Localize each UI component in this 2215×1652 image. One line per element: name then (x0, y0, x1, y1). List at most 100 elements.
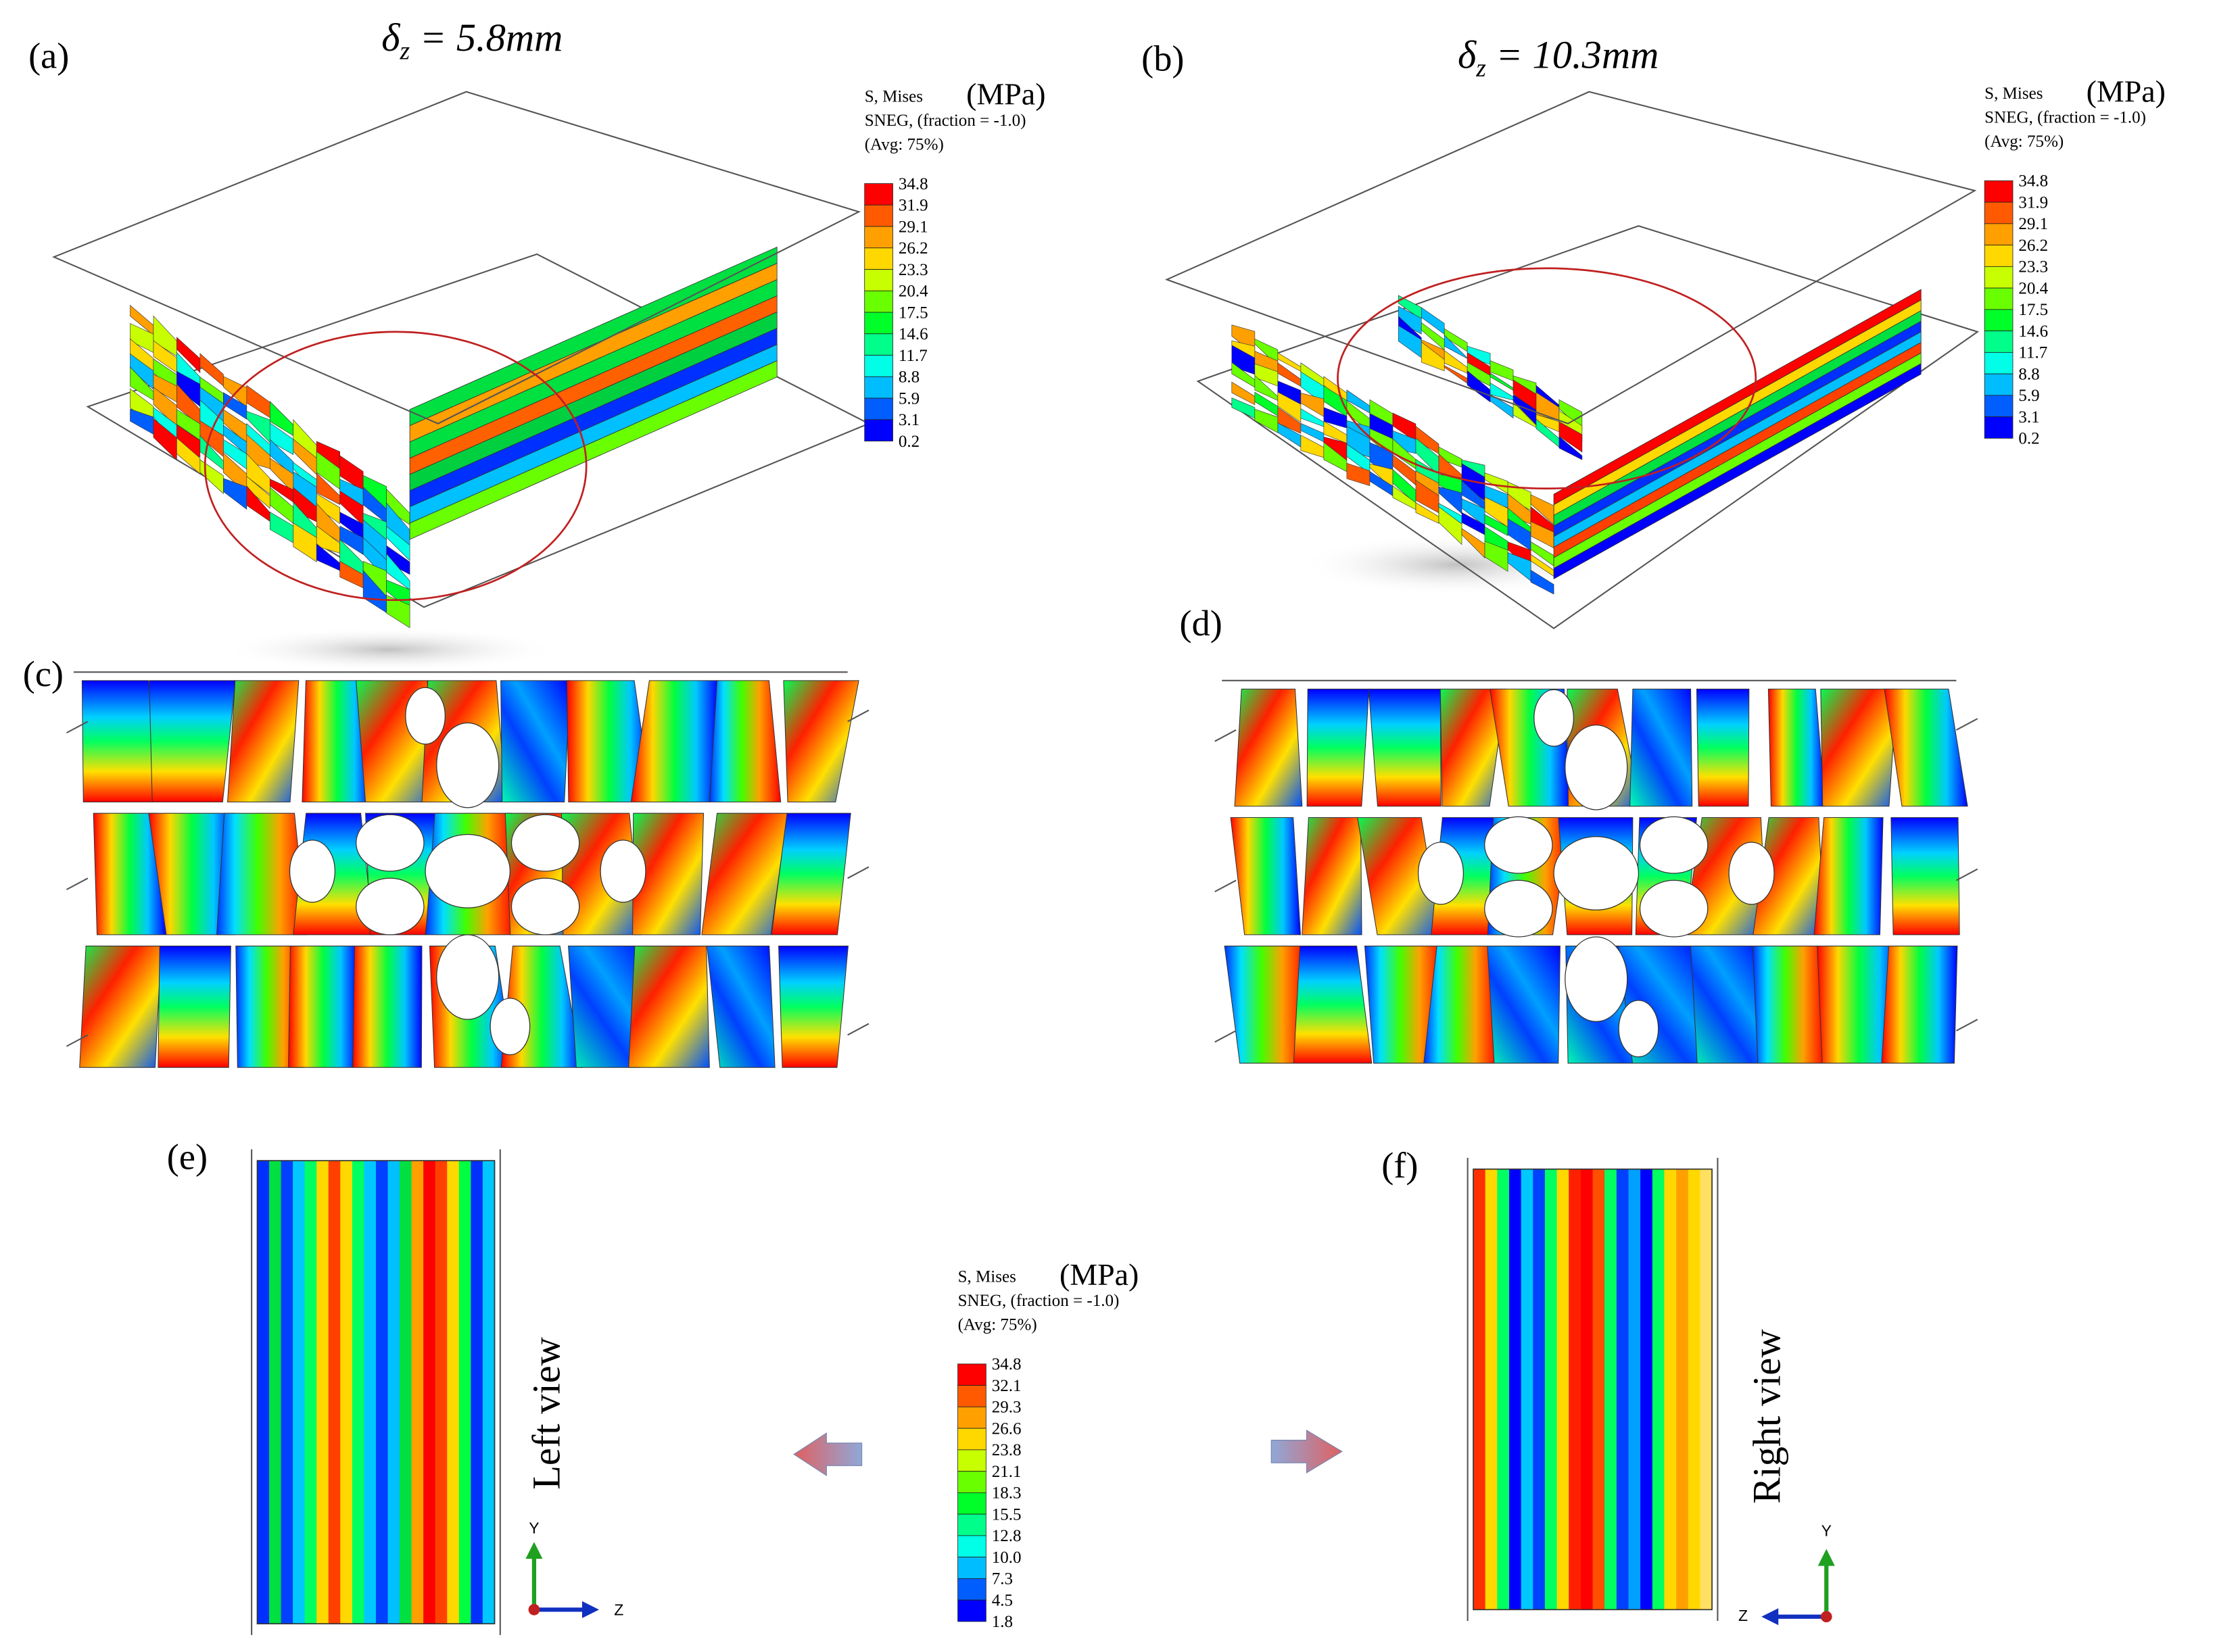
legend-level: 12.8 (992, 1527, 1022, 1545)
legend-level: 23.8 (992, 1441, 1022, 1459)
stripe (458, 1161, 472, 1624)
title-rest: = 5.8mm (410, 16, 563, 59)
core-cell (1277, 406, 1302, 434)
hole (436, 934, 500, 1020)
legend-band (1984, 351, 2014, 374)
legend-level: 3.1 (2018, 408, 2039, 427)
core-cell (1461, 528, 1485, 559)
legend-unit: (MPa) (2087, 74, 2166, 108)
legend-level: 23.3 (899, 261, 928, 279)
stripe (1652, 1169, 1665, 1610)
hole (1533, 689, 1574, 747)
cell (79, 946, 162, 1068)
hole (1728, 842, 1775, 905)
legend-band (1984, 395, 2014, 418)
cell (1439, 688, 1506, 807)
cell (158, 946, 231, 1068)
panel-label: (f) (1381, 1145, 1418, 1186)
core-cell (339, 479, 364, 506)
core-cell (176, 337, 201, 373)
cell (1293, 946, 1373, 1064)
panel-title: δz = 5.8mm (381, 16, 563, 66)
legend-level: 31.9 (899, 197, 928, 215)
stripe (411, 1161, 425, 1624)
legend-level: 1.8 (992, 1613, 1013, 1631)
stripe (328, 1161, 341, 1624)
panel-title: δz = 10.3mm (1458, 32, 1659, 82)
cell (1306, 688, 1370, 807)
legend-band (957, 1492, 986, 1515)
face-edge (847, 866, 870, 879)
stripe (281, 1161, 294, 1624)
legend-level: 5.9 (2018, 387, 2039, 405)
axis-label: Z (614, 1601, 623, 1619)
stripe (1544, 1169, 1558, 1610)
legend-band (1984, 223, 2014, 246)
cell (707, 946, 776, 1068)
stripe (447, 1161, 460, 1624)
stripe (1569, 1169, 1581, 1610)
core-cell (1254, 408, 1279, 433)
legend-band (957, 1535, 986, 1558)
core-strip (1553, 363, 1922, 580)
face-edge (1955, 718, 1978, 731)
core-cell (1277, 391, 1302, 423)
plate (1164, 91, 1977, 424)
legend-level: 17.5 (899, 303, 928, 322)
cell (1368, 688, 1442, 807)
core-cell (246, 475, 270, 509)
legend-level: 4.5 (992, 1591, 1013, 1609)
face-edge (1214, 729, 1237, 742)
panel-label: (b) (1141, 38, 1184, 78)
legend-level: 11.7 (2018, 344, 2047, 362)
core-cell (386, 525, 410, 562)
stripe (293, 1161, 306, 1624)
stripe (423, 1161, 436, 1624)
legend-level: 34.8 (2018, 172, 2048, 191)
face-edge (1955, 868, 1978, 881)
legend-text: S, Mises (1984, 84, 2043, 103)
axis-label: Y (1821, 1522, 1832, 1540)
plate (1196, 225, 1980, 629)
core-cell (153, 418, 177, 461)
stripe (1521, 1169, 1534, 1610)
axis-label: Z (1738, 1607, 1748, 1624)
core-cell (1231, 381, 1256, 406)
legend-band (1984, 180, 2014, 203)
core-strip (1553, 320, 1922, 537)
hole (1618, 1000, 1659, 1058)
legend-band (864, 204, 893, 227)
stripe (1485, 1169, 1498, 1610)
hole (1639, 816, 1709, 874)
hole (1484, 879, 1553, 938)
axis-origin (528, 1603, 540, 1615)
core-cell (1421, 341, 1445, 372)
legend-level: 20.4 (899, 283, 928, 301)
stripe (400, 1161, 412, 1624)
face-edge (1214, 879, 1237, 893)
legend-text: (Avg: 75%) (865, 135, 944, 153)
legend-level: 15.5 (992, 1505, 1022, 1524)
legend-band (957, 1363, 986, 1386)
stripe (471, 1161, 483, 1624)
cell (1820, 688, 1898, 807)
axis-head (1761, 1608, 1779, 1626)
legend-band (957, 1385, 986, 1407)
legend-level: 0.2 (899, 433, 920, 451)
face-edge (66, 877, 89, 890)
cell (1302, 817, 1362, 936)
legend-text: S, Mises (958, 1268, 1016, 1286)
core-cell (1484, 541, 1508, 572)
core-strip (1553, 341, 1922, 558)
cell (1234, 688, 1303, 807)
hole (600, 840, 646, 903)
core-cell (1558, 421, 1583, 453)
legend-band (957, 1513, 986, 1536)
cell (630, 680, 719, 803)
cell (500, 680, 571, 803)
hole (425, 833, 511, 908)
legend-band (864, 376, 893, 399)
stripe (269, 1161, 282, 1624)
